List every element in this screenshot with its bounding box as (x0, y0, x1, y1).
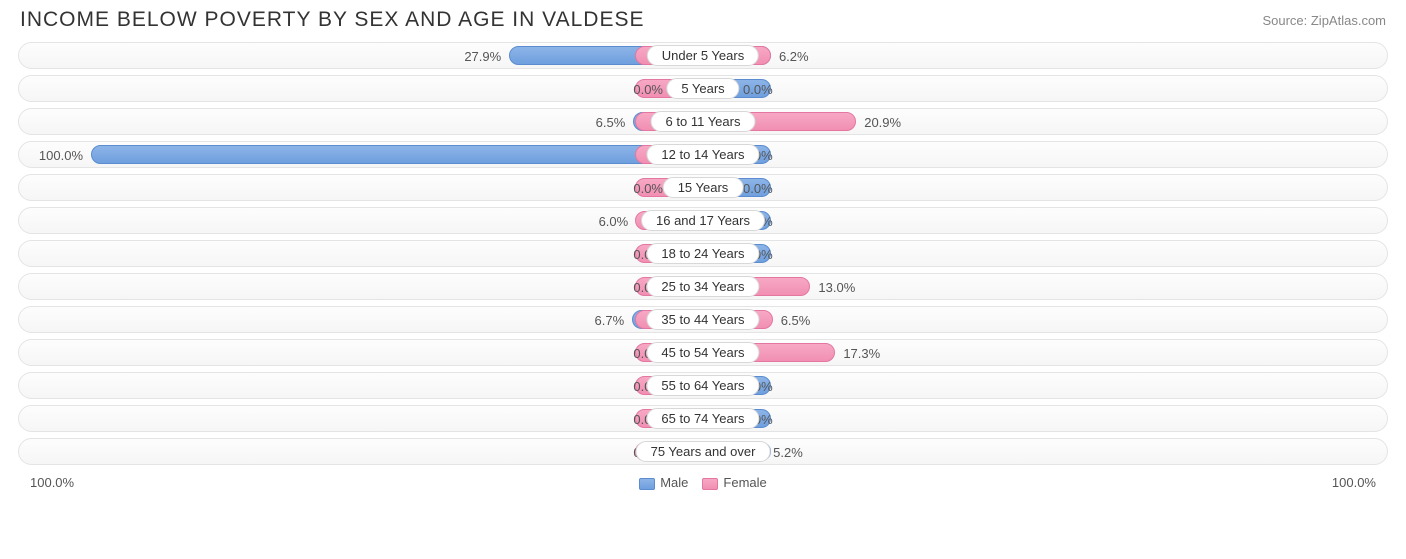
legend-male-label: Male (660, 475, 688, 490)
female-pct: 13.0% (818, 274, 855, 301)
male-pct: 6.5% (596, 109, 626, 136)
female-pct: 6.2% (779, 43, 809, 70)
legend: Male Female (639, 475, 767, 490)
male-pct: 6.7% (595, 307, 625, 334)
legend-female-label: Female (723, 475, 766, 490)
male-pct: 0.0% (633, 76, 663, 103)
age-label: 65 to 74 Years (646, 408, 759, 429)
age-label: 12 to 14 Years (646, 144, 759, 165)
chart-row: 55 to 64 Years0.0%0.0% (18, 372, 1388, 399)
chart-row: Under 5 Years 27.9% 6.2% (18, 42, 1388, 69)
male-pct: 6.0% (599, 208, 629, 235)
axis-left-label: 100.0% (30, 475, 74, 490)
female-pct: 20.9% (864, 109, 901, 136)
legend-female: Female (702, 475, 766, 490)
chart-row: 35 to 44 Years 6.7% 6.5% (18, 306, 1388, 333)
female-pct: 0.0% (743, 76, 773, 103)
age-label: 55 to 64 Years (646, 375, 759, 396)
age-label: 18 to 24 Years (646, 243, 759, 264)
male-pct: 27.9% (464, 43, 501, 70)
age-label: 5 Years (666, 78, 739, 99)
male-swatch-icon (639, 478, 655, 490)
chart-row: 45 to 54 Years0.0%17.3% (18, 339, 1388, 366)
female-pct: 6.5% (781, 307, 811, 334)
chart-footer: 100.0% Male Female 100.0% (0, 471, 1406, 490)
age-label: 25 to 34 Years (646, 276, 759, 297)
age-label: 6 to 11 Years (651, 111, 756, 132)
chart-row: 65 to 74 Years0.0%0.0% (18, 405, 1388, 432)
age-label: 75 Years and over (636, 441, 771, 462)
age-label: 15 Years (663, 177, 744, 198)
chart-header: INCOME BELOW POVERTY BY SEX AND AGE IN V… (0, 0, 1406, 42)
female-pct: 0.0% (743, 175, 773, 202)
chart-row: 75 Years and over0.0%5.2% (18, 438, 1388, 465)
axis-right-label: 100.0% (1332, 475, 1376, 490)
female-pct: 5.2% (773, 439, 803, 466)
chart-row: 5 Years0.0% 0.0% (18, 75, 1388, 102)
chart-row: 15 Years0.0% 0.0% (18, 174, 1388, 201)
age-label: 35 to 44 Years (646, 309, 759, 330)
female-swatch-icon (702, 478, 718, 490)
age-label: 45 to 54 Years (646, 342, 759, 363)
legend-male: Male (639, 475, 688, 490)
chart-area: Under 5 Years27.9%6.2%5 Years0.0%0.0%6 t… (0, 42, 1406, 465)
female-pct: 17.3% (843, 340, 880, 367)
age-label: Under 5 Years (647, 45, 759, 66)
age-label: 16 and 17 Years (641, 210, 765, 231)
male-pct: 100.0% (39, 142, 83, 169)
chart-row: 6 to 11 Years 6.5% 20.9% (18, 108, 1388, 135)
chart-row: 12 to 14 Years100.0%0.0% (18, 141, 1388, 168)
chart-title: INCOME BELOW POVERTY BY SEX AND AGE IN V… (20, 8, 644, 32)
male-pct: 0.0% (633, 175, 663, 202)
chart-row: 18 to 24 Years0.0%0.0% (18, 240, 1388, 267)
chart-row: 16 and 17 Years6.0%0.0% (18, 207, 1388, 234)
chart-row: 25 to 34 Years0.0%13.0% (18, 273, 1388, 300)
chart-source: Source: ZipAtlas.com (1262, 13, 1386, 28)
